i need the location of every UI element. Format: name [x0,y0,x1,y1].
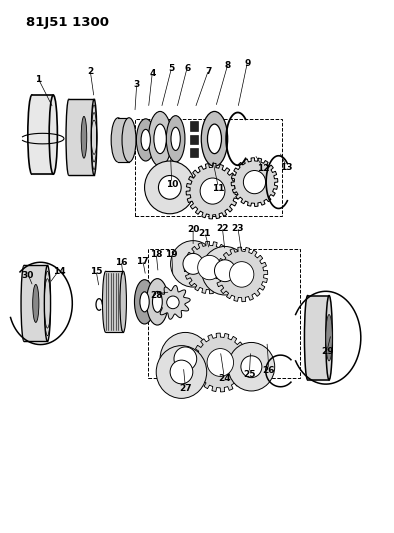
Text: 29: 29 [321,348,333,357]
Bar [190,122,198,131]
Ellipse shape [122,118,136,162]
Text: 16: 16 [115,258,128,267]
Text: 28: 28 [150,291,162,300]
Ellipse shape [229,262,254,287]
Ellipse shape [136,119,155,161]
Text: 20: 20 [187,225,199,234]
Bar [135,119,282,216]
Ellipse shape [66,99,72,175]
Polygon shape [216,247,268,302]
Text: 12: 12 [257,164,269,173]
Ellipse shape [45,265,50,342]
Ellipse shape [111,118,125,162]
Ellipse shape [201,111,228,166]
Bar [190,148,198,157]
Ellipse shape [158,175,181,199]
Text: 23: 23 [232,224,244,233]
Ellipse shape [160,333,211,385]
Ellipse shape [154,124,166,154]
Ellipse shape [120,271,126,333]
Ellipse shape [134,280,155,324]
Ellipse shape [49,95,58,174]
Ellipse shape [166,116,185,162]
Ellipse shape [102,271,109,333]
Text: 15: 15 [90,267,102,276]
Polygon shape [118,118,129,162]
Text: 81J51 1300: 81J51 1300 [26,16,109,29]
Polygon shape [156,286,190,319]
Ellipse shape [326,314,332,361]
Ellipse shape [21,265,27,342]
Text: 25: 25 [243,370,256,379]
Ellipse shape [202,246,248,295]
Polygon shape [231,158,278,206]
Ellipse shape [214,260,236,281]
Polygon shape [32,95,53,174]
Ellipse shape [207,349,234,376]
Ellipse shape [149,111,172,166]
Ellipse shape [305,295,311,380]
Ellipse shape [183,253,203,274]
Polygon shape [184,241,235,294]
Text: 19: 19 [165,251,178,260]
Ellipse shape [141,130,151,150]
Ellipse shape [167,296,179,309]
Ellipse shape [171,241,216,287]
Ellipse shape [326,295,332,380]
Text: 6: 6 [184,64,190,73]
Ellipse shape [156,345,207,398]
Bar [190,135,198,144]
Text: 2: 2 [87,67,93,76]
Bar [149,249,300,378]
Ellipse shape [208,124,221,154]
Ellipse shape [81,116,87,158]
Text: 1: 1 [35,75,41,84]
Ellipse shape [147,279,168,325]
Polygon shape [24,265,47,342]
Ellipse shape [33,285,39,322]
Text: 21: 21 [199,229,211,238]
Text: 10: 10 [165,180,178,189]
Ellipse shape [171,127,180,150]
Ellipse shape [91,99,97,175]
Ellipse shape [28,95,36,174]
Text: 30: 30 [22,271,34,280]
Text: 26: 26 [263,366,275,375]
Ellipse shape [140,292,149,312]
Text: 22: 22 [216,224,229,233]
Polygon shape [106,271,123,333]
Polygon shape [69,99,94,175]
Polygon shape [186,163,239,219]
Ellipse shape [198,255,221,280]
Text: 14: 14 [53,267,65,276]
Text: 4: 4 [149,69,156,78]
Text: 3: 3 [134,80,140,89]
Text: 11: 11 [212,184,225,193]
Text: 13: 13 [280,163,293,172]
Polygon shape [192,333,248,392]
Ellipse shape [152,292,162,312]
Ellipse shape [145,161,195,214]
Text: 24: 24 [218,374,230,383]
Ellipse shape [243,171,266,193]
Text: 5: 5 [169,64,175,73]
Ellipse shape [241,356,262,378]
Text: 8: 8 [225,61,231,69]
Ellipse shape [170,360,193,384]
Ellipse shape [228,342,275,391]
Ellipse shape [174,347,197,370]
Text: 7: 7 [205,67,212,76]
Ellipse shape [200,178,225,204]
Text: 18: 18 [150,251,162,260]
Text: 17: 17 [136,257,149,266]
Text: 9: 9 [244,59,251,68]
Polygon shape [308,295,329,380]
Text: 27: 27 [179,384,191,393]
